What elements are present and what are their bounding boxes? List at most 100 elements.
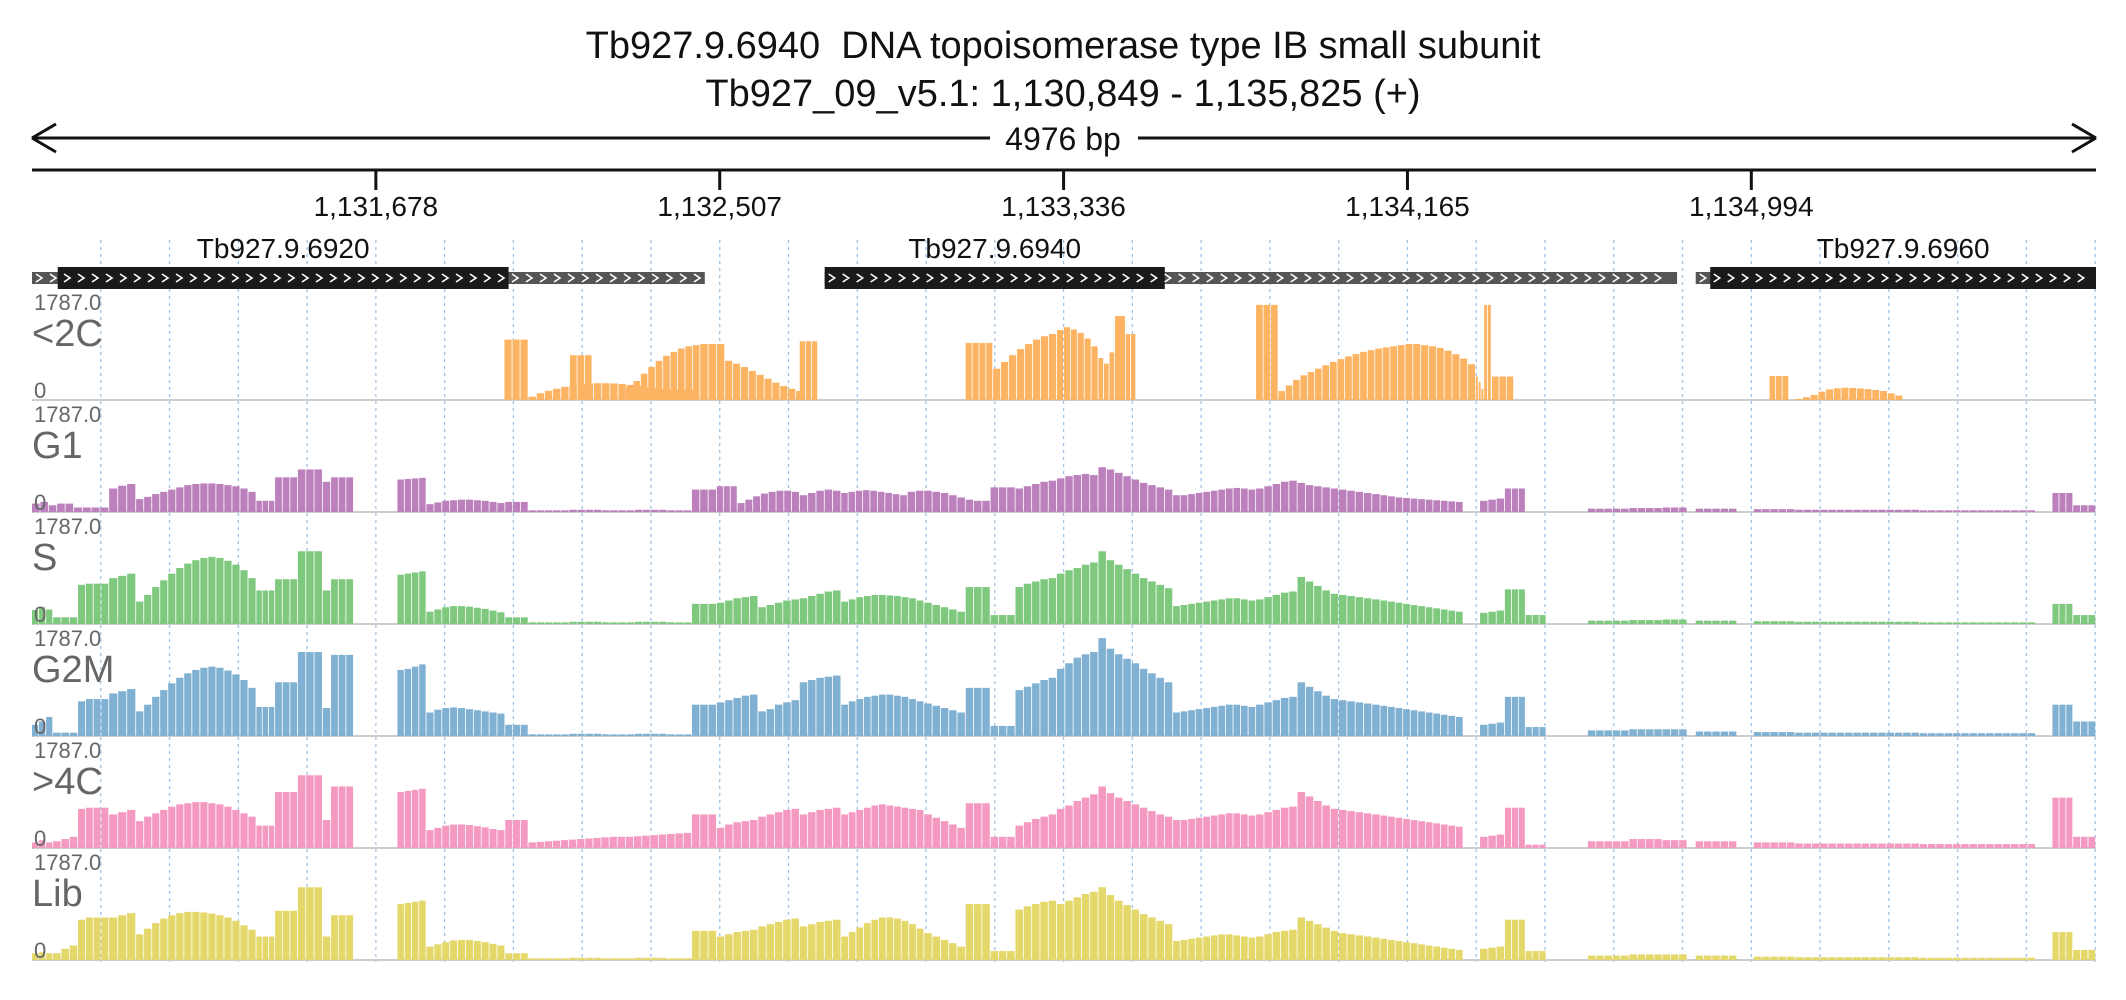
- coverage-bar: [1753, 732, 1762, 736]
- coverage-bar: [1248, 706, 1256, 736]
- coverage-bar: [2019, 957, 2027, 960]
- span-ruler: 4976 bp: [31, 121, 2097, 157]
- coverage-bar: [1363, 936, 1372, 960]
- coverage-bar: [2027, 510, 2036, 512]
- coverage-bar: [1425, 945, 1433, 960]
- coverage-bar: [1225, 934, 1233, 960]
- coverage-bar: [886, 595, 894, 624]
- coverage-bar: [584, 355, 592, 400]
- coverage-bar: [982, 687, 990, 736]
- coverage-bar: [176, 677, 184, 736]
- coverage-bar: [1861, 843, 1870, 848]
- coverage-bar: [808, 812, 816, 848]
- coverage-bar: [426, 504, 434, 512]
- coverage-bar: [1081, 654, 1090, 736]
- coverage-bar: [208, 556, 216, 624]
- coverage-bar: [1355, 935, 1364, 960]
- coverage-bar: [1120, 316, 1126, 400]
- coverage-bar: [716, 936, 725, 960]
- coverage-bar: [520, 953, 528, 960]
- coverage-bar: [1156, 814, 1164, 848]
- coverage-bar: [949, 609, 957, 624]
- coverage-bar: [314, 887, 322, 960]
- coverage-bar: [1961, 622, 1969, 624]
- coverage-bar: [1695, 841, 1704, 848]
- coverage-bar: [200, 667, 208, 736]
- ymin-label: 0: [34, 602, 46, 627]
- coverage-bar: [528, 622, 536, 624]
- coverage-bar: [750, 694, 758, 736]
- coverage-bar: [314, 469, 322, 512]
- coverage-bar: [593, 733, 602, 736]
- coverage-bar: [634, 621, 643, 624]
- coverage-bar: [1203, 936, 1210, 960]
- coverage-bar: [127, 809, 136, 848]
- gene-Tb927.9.6940: Tb927.9.6940: [824, 233, 1678, 289]
- coverage-bar: [1961, 733, 1969, 736]
- coverage-bar: [965, 803, 974, 848]
- coverage-bar: [2010, 844, 2019, 848]
- coverage-bar: [512, 339, 520, 400]
- coverage-bar: [1645, 620, 1654, 624]
- coverage-bar: [1218, 599, 1226, 624]
- coverage-bar: [465, 709, 473, 736]
- coverage-bar: [1532, 615, 1539, 624]
- coverage-bar: [1795, 957, 1803, 960]
- coverage-bar: [1123, 800, 1131, 848]
- coverage-bar: [1853, 957, 1861, 960]
- coverage-bar: [593, 509, 602, 512]
- coverage-bar: [1040, 579, 1048, 624]
- coverage-bar: [1188, 818, 1195, 848]
- coverage-bar: [411, 478, 419, 512]
- coverage-bar: [1886, 957, 1895, 960]
- coverage-bar: [1421, 345, 1429, 400]
- coverage-bar: [536, 734, 545, 736]
- coverage-bar: [772, 382, 780, 400]
- coverage-bar: [520, 820, 528, 848]
- coverage-bar: [1480, 724, 1488, 736]
- coverage-bar: [1728, 620, 1737, 624]
- coverage-bar: [1056, 478, 1065, 512]
- coverage-bar: [1280, 930, 1289, 960]
- coverage-bar: [577, 509, 585, 512]
- coverage-bar: [625, 836, 634, 848]
- coverage-bar: [1770, 732, 1778, 736]
- coverage-bar: [1081, 473, 1090, 512]
- coverage-bar: [1218, 934, 1226, 960]
- coverage-bar: [118, 485, 127, 512]
- coverage-bar: [489, 501, 497, 512]
- coverage-bar: [504, 339, 512, 400]
- coverage-bar: [306, 775, 314, 848]
- coverage-bar: [1289, 696, 1297, 736]
- coverage-bar: [1720, 508, 1729, 512]
- coverage-bar: [784, 490, 792, 512]
- coverage-bar: [1413, 344, 1421, 400]
- coverage-bar: [973, 587, 982, 624]
- coverage-bar: [297, 469, 306, 512]
- coverage-bar: [1081, 893, 1090, 960]
- coverage-bar: [816, 593, 824, 624]
- coverage-bar: [168, 573, 176, 624]
- coverage-bar: [1604, 955, 1612, 960]
- coverage-bar: [152, 813, 160, 848]
- coverage-bar: [1532, 844, 1539, 848]
- coverage-bar: [1936, 957, 1944, 960]
- coverage-bar: [1695, 508, 1704, 512]
- coverage-bar: [1872, 389, 1880, 400]
- coverage-bar: [1994, 957, 2002, 960]
- coverage-bar: [1347, 811, 1355, 848]
- coverage-bar: [1770, 842, 1778, 848]
- coverage-bar: [1481, 388, 1484, 400]
- coverage-bar: [1604, 730, 1612, 736]
- coverage-bar: [39, 952, 46, 960]
- coverage-bar: [1410, 943, 1418, 960]
- coverage-bar: [1305, 686, 1314, 736]
- coverage-bar: [2052, 797, 2059, 848]
- coverage-bar: [1139, 482, 1148, 512]
- coverage-bar: [1436, 347, 1444, 400]
- coverage-bar: [1762, 509, 1770, 512]
- coverage-bar: [1994, 844, 2002, 848]
- coverage-bar: [1803, 509, 1812, 512]
- track-2: 1787.0S 0: [32, 514, 2096, 627]
- coverage-bar: [61, 617, 69, 624]
